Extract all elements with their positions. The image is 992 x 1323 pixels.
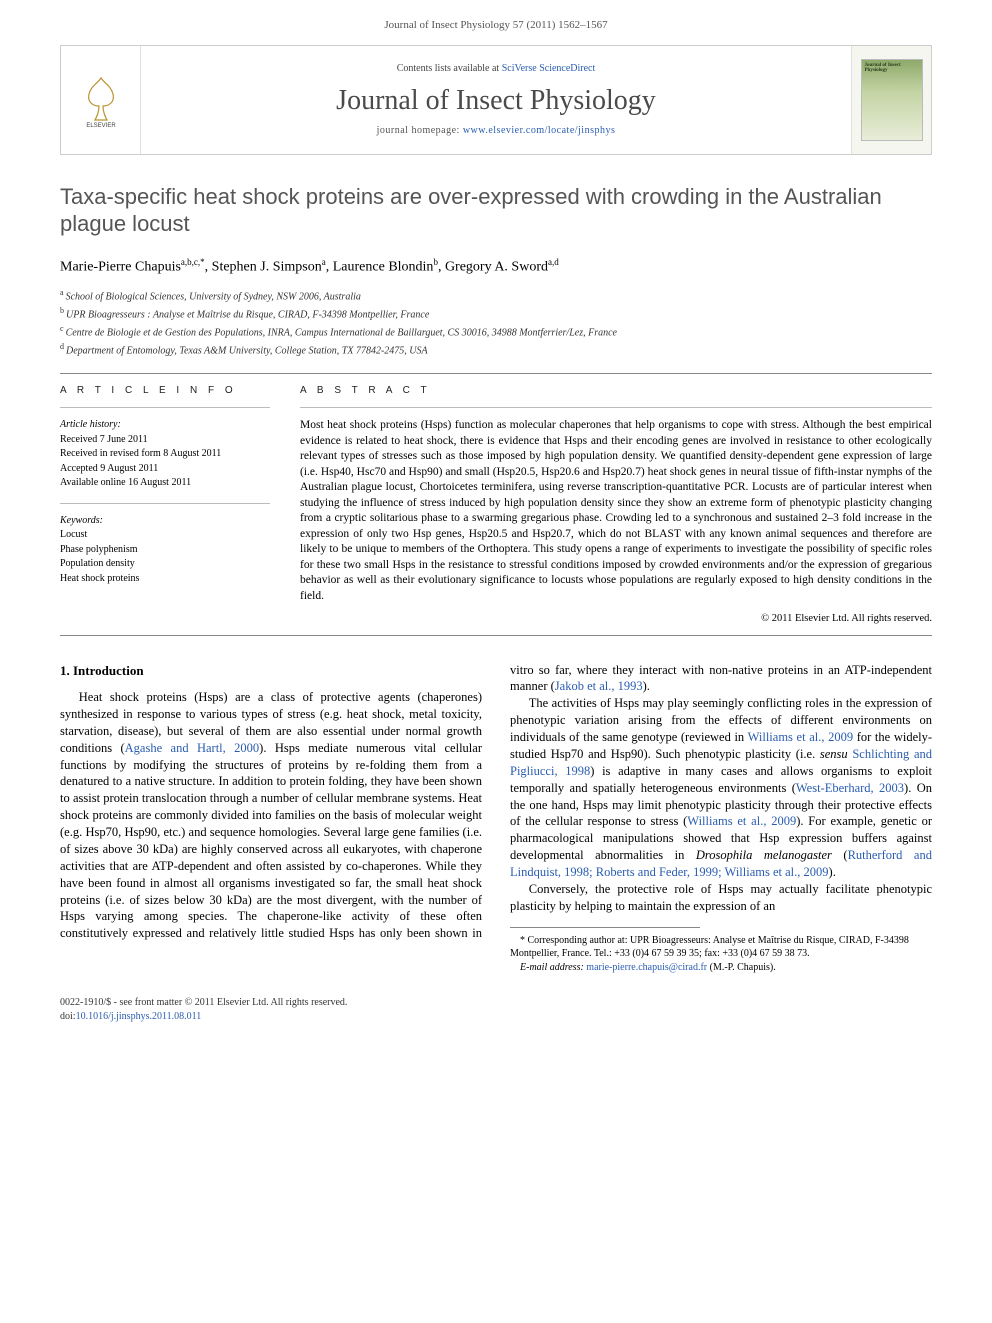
footnotes: * Corresponding author at: UPR Bioagress… <box>510 934 932 975</box>
author-4: , Gregory A. Sword <box>438 260 548 275</box>
p2g: ). <box>829 865 836 879</box>
publisher-logo-cell: ELSEVIER <box>61 46 141 154</box>
author-2: , Stephen J. Simpson <box>205 260 322 275</box>
footnote-rule <box>510 927 700 928</box>
contents-prefix: Contents lists available at <box>397 63 502 74</box>
info-abstract-row: A R T I C L E I N F O Article history: R… <box>60 384 932 627</box>
footnote-block: * Corresponding author at: UPR Bioagress… <box>510 927 932 975</box>
abstract-head: A B S T R A C T <box>300 384 932 398</box>
cite-jakob[interactable]: Jakob et al., 1993 <box>555 679 643 693</box>
author-1: Marie-Pierre Chapuis <box>60 260 181 275</box>
abs-rule <box>300 407 932 408</box>
homepage-line: journal homepage: www.elsevier.com/locat… <box>377 124 616 138</box>
cite-agashe[interactable]: Agashe and Hartl, 2000 <box>125 741 260 755</box>
journal-cover-thumb: Journal of Insect Physiology <box>861 59 923 141</box>
sciencedirect-link[interactable]: SciVerse ScienceDirect <box>502 63 596 74</box>
affil-c: Centre de Biologie et de Gestion des Pop… <box>66 327 617 338</box>
article-history: Article history: Received 7 June 2011 Re… <box>60 418 270 491</box>
abstract: A B S T R A C T Most heat shock proteins… <box>300 384 932 627</box>
info-rule-1 <box>60 407 270 408</box>
running-head: Journal of Insect Physiology 57 (2011) 1… <box>0 0 992 45</box>
article-info: A R T I C L E I N F O Article history: R… <box>60 384 270 627</box>
cite-williams-2[interactable]: Williams et al., 2009 <box>687 814 796 828</box>
footer-left: 0022-1910/$ - see front matter © 2011 El… <box>60 996 347 1023</box>
para-3: Conversely, the protective role of Hsps … <box>510 881 932 915</box>
doi-label: doi: <box>60 1011 76 1022</box>
p1d: ). <box>643 679 650 693</box>
svg-text:ELSEVIER: ELSEVIER <box>86 123 116 128</box>
history-label: Article history: <box>60 419 121 430</box>
abstract-text: Most heat shock proteins (Hsps) function… <box>300 418 932 604</box>
history-accepted: Accepted 9 August 2011 <box>60 463 158 474</box>
keywords-label: Keywords: <box>60 515 103 526</box>
journal-banner: ELSEVIER Contents lists available at Sci… <box>60 45 932 155</box>
homepage-link[interactable]: www.elsevier.com/locate/jinsphys <box>463 125 616 136</box>
thumb-title: Journal of Insect Physiology <box>865 63 919 74</box>
info-rule-2 <box>60 503 270 504</box>
affil-d: Department of Entomology, Texas A&M Univ… <box>66 345 428 356</box>
affiliations: aSchool of Biological Sciences, Universi… <box>60 287 932 358</box>
authors: Marie-Pierre Chapuisa,b,c,*, Stephen J. … <box>60 256 932 278</box>
history-revised: Received in revised form 8 August 2011 <box>60 448 221 459</box>
rule-top <box>60 373 932 374</box>
keyword-0: Locust <box>60 529 87 540</box>
corresponding-author: * Corresponding author at: UPR Bioagress… <box>510 934 932 961</box>
history-received: Received 7 June 2011 <box>60 434 148 445</box>
email-label: E-mail address: <box>520 962 584 973</box>
email-line: E-mail address: marie-pierre.chapuis@cir… <box>510 961 932 975</box>
doi-link[interactable]: 10.1016/j.jinsphys.2011.08.011 <box>76 1011 202 1022</box>
keyword-2: Population density <box>60 558 135 569</box>
homepage-prefix: journal homepage: <box>377 125 463 136</box>
author-3: , Laurence Blondin <box>326 260 434 275</box>
banner-center: Contents lists available at SciVerse Sci… <box>141 46 851 154</box>
section-1-title: 1. Introduction <box>60 662 482 680</box>
rule-bottom <box>60 635 932 636</box>
affil-b: UPR Bioagresseurs : Analyse et Maîtrise … <box>66 310 429 321</box>
body-columns: 1. Introduction Heat shock proteins (Hsp… <box>60 662 932 975</box>
article-title: Taxa-specific heat shock proteins are ov… <box>60 183 932 238</box>
affil-a: School of Biological Sciences, Universit… <box>66 292 361 303</box>
elsevier-tree-logo: ELSEVIER <box>77 72 125 128</box>
para-2: The activities of Hsps may play seemingl… <box>510 695 932 881</box>
author-4-sup: a,d <box>548 257 559 267</box>
email-link[interactable]: marie-pierre.chapuis@cirad.fr <box>586 962 707 973</box>
p2-species: Drosophila melanogaster <box>696 848 832 862</box>
page-footer: 0022-1910/$ - see front matter © 2011 El… <box>60 996 932 1023</box>
copyright: © 2011 Elsevier Ltd. All rights reserved… <box>300 612 932 626</box>
issn-line: 0022-1910/$ - see front matter © 2011 El… <box>60 996 347 1010</box>
author-1-sup: a,b,c,* <box>181 257 205 267</box>
p2-sensu: sensu <box>820 747 848 761</box>
doi-line: doi:10.1016/j.jinsphys.2011.08.011 <box>60 1010 347 1024</box>
p3: Conversely, the protective role of Hsps … <box>510 882 932 913</box>
journal-title: Journal of Insect Physiology <box>336 82 656 120</box>
cite-williams-1[interactable]: Williams et al., 2009 <box>748 730 854 744</box>
p1b: ). Hsps mediate numerous vital cellular … <box>60 741 482 890</box>
cite-westeberhard[interactable]: West-Eberhard, 2003 <box>796 781 904 795</box>
article: Taxa-specific heat shock proteins are ov… <box>60 183 932 974</box>
history-online: Available online 16 August 2011 <box>60 477 191 488</box>
info-head: A R T I C L E I N F O <box>60 384 270 398</box>
keyword-1: Phase polyphenism <box>60 544 138 555</box>
journal-cover-cell: Journal of Insect Physiology <box>851 46 931 154</box>
email-suffix: (M.-P. Chapuis). <box>707 962 776 973</box>
p2f: ( <box>832 848 848 862</box>
keyword-3: Heat shock proteins <box>60 573 139 584</box>
contents-line: Contents lists available at SciVerse Sci… <box>397 62 596 76</box>
keywords-block: Keywords: Locust Phase polyphenism Popul… <box>60 514 270 587</box>
